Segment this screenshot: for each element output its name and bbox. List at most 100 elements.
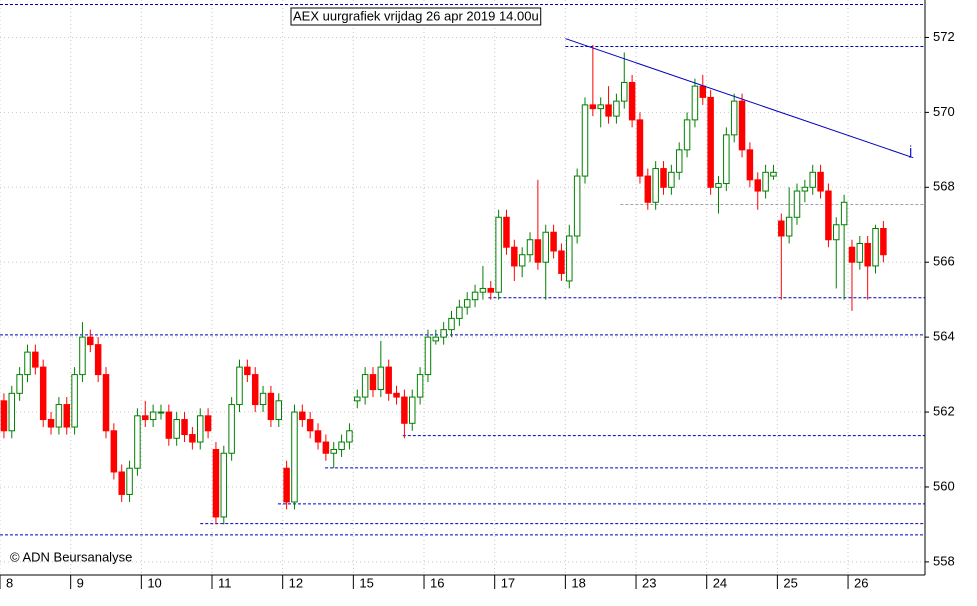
candle-body	[102, 374, 110, 432]
candle-body	[259, 392, 267, 406]
candle-body	[495, 216, 502, 293]
candle-body	[377, 366, 385, 391]
candle-body	[322, 441, 330, 454]
x-tick-label: 15	[359, 575, 373, 590]
y-tick-label: 558	[933, 553, 955, 568]
candle-body	[597, 104, 604, 110]
x-tick-label: 24	[713, 575, 727, 590]
candle-body	[63, 404, 70, 428]
y-tick-label: 564	[933, 329, 955, 344]
candle-body	[801, 186, 809, 192]
candle-body	[675, 149, 683, 173]
candle-body	[314, 430, 322, 443]
candle-body	[503, 216, 510, 248]
candle-body	[778, 220, 785, 237]
y-tick-label: 572	[933, 29, 955, 44]
candle-body	[487, 287, 495, 293]
candle-body	[566, 235, 573, 282]
candle-body	[526, 239, 534, 256]
y-tick-label: 570	[933, 104, 955, 119]
candle-body	[228, 404, 235, 454]
x-tick-label: 9	[77, 575, 84, 590]
x-tick-label: 12	[289, 575, 303, 590]
candle-body	[244, 366, 251, 376]
x-tick-label: 16	[430, 575, 444, 590]
candle-body	[94, 344, 102, 376]
candle-body	[762, 171, 769, 192]
candle-body	[730, 100, 738, 136]
candle-body	[157, 411, 165, 414]
candle-body	[754, 179, 761, 192]
candle-body	[291, 411, 298, 503]
candle-body	[330, 449, 337, 454]
x-tick-label: 25	[783, 575, 797, 590]
candle-body	[518, 254, 526, 267]
candle-body	[534, 239, 542, 263]
candle-body	[746, 149, 754, 181]
candle-body	[275, 400, 283, 421]
candle-body	[0, 400, 8, 432]
candle-body	[393, 392, 400, 398]
x-tick-label: 11	[218, 575, 232, 590]
candle-body	[471, 291, 479, 301]
chart-title: AEX uurgrafiek vrijdag 26 apr 2019 14.00…	[293, 8, 539, 23]
candle-body	[149, 411, 157, 421]
x-tick-label: 23	[642, 575, 656, 590]
candle-body	[134, 415, 141, 469]
candle-body	[432, 336, 440, 342]
candle-body	[605, 104, 612, 117]
candle-body	[589, 104, 597, 110]
candle-body	[691, 85, 699, 121]
candle-body	[542, 231, 549, 263]
y-tick-label: 568	[933, 179, 955, 194]
trendline	[565, 38, 914, 159]
candle-body	[793, 190, 801, 218]
x-tick-label: 10	[147, 575, 161, 590]
candle-body	[110, 430, 118, 473]
candle-body	[189, 434, 196, 443]
y-tick-label: 566	[933, 254, 955, 269]
candle-body	[613, 100, 620, 117]
candle-body	[456, 306, 463, 319]
candle-body	[833, 224, 840, 241]
candle-body	[24, 351, 31, 376]
candle-body	[385, 366, 392, 394]
candle-body	[424, 336, 432, 376]
candle-body	[196, 415, 204, 443]
candle-body	[785, 216, 793, 237]
candle-body	[55, 404, 63, 428]
candle-body	[558, 250, 565, 274]
candle-body	[338, 441, 345, 451]
candle-body	[16, 374, 23, 394]
candle-body	[354, 396, 361, 402]
candle-body	[448, 317, 455, 331]
candle-body	[770, 171, 777, 177]
candle-body	[165, 411, 173, 439]
candle-body	[573, 175, 581, 237]
candle-body	[440, 329, 447, 338]
candle-body	[723, 134, 730, 185]
candle-body	[856, 242, 864, 263]
candle-body	[825, 190, 832, 241]
candle-body	[817, 171, 824, 192]
candle-body	[283, 467, 290, 503]
candle-body	[628, 81, 636, 121]
candle-body	[636, 119, 644, 177]
candle-body	[660, 168, 667, 188]
candle-body	[79, 336, 86, 376]
x-tick-label: 8	[6, 575, 13, 590]
candle-body	[809, 171, 816, 188]
candle-body	[118, 471, 125, 495]
candle-body	[864, 242, 871, 267]
candle-body	[880, 228, 887, 256]
candle-body	[848, 246, 856, 263]
candle-body	[251, 374, 259, 406]
candle-body	[511, 246, 518, 267]
candle-body	[87, 336, 94, 346]
candle-body	[126, 467, 133, 495]
candle-body	[416, 374, 424, 398]
candle-body	[683, 119, 691, 151]
